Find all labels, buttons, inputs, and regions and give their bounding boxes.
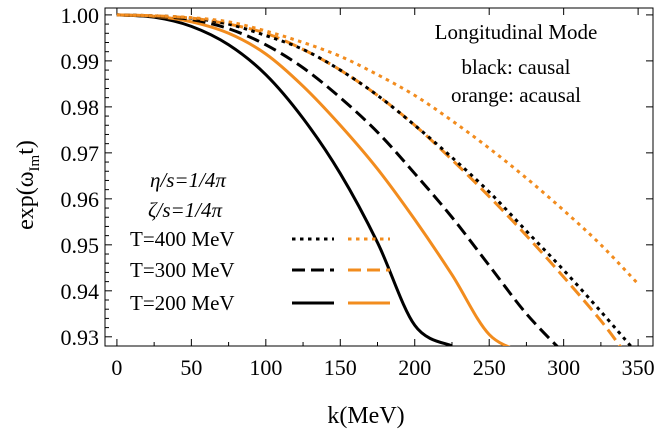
x-tick-label: 50 <box>180 355 202 380</box>
x-tick-label: 150 <box>324 355 357 380</box>
y-tick-label: 0.99 <box>61 49 100 74</box>
y-tick-label: 1.00 <box>61 3 100 28</box>
series-line-acausal-dashed <box>116 13 622 346</box>
annotation-orange-note: orange: acausal <box>451 83 581 107</box>
series-layer <box>116 13 640 346</box>
legend-label: T=400 MeV <box>130 227 235 251</box>
legend-label: T=200 MeV <box>130 291 235 315</box>
plot-frame <box>104 7 654 347</box>
y-tick-label: 0.94 <box>61 279 100 304</box>
legend-label: T=300 MeV <box>130 258 235 282</box>
series-line-causal-solid <box>116 13 453 346</box>
annotation-eta: η/s=1/4π <box>150 168 226 192</box>
y-axis-title: exp(ωImt) <box>13 140 43 230</box>
x-tick-label: 0 <box>111 355 122 380</box>
x-tick-label: 350 <box>622 355 655 380</box>
annotation-zeta: ζ/s=1/4π <box>148 198 223 222</box>
axis-labels: k(MeV) exp(ωImt) <box>13 140 405 429</box>
y-axis-title-tail: t) <box>13 140 39 155</box>
axes-layer: 0 50 100 150 200 250 300 350 0.93 0.94 0.95 0.96 0.9… <box>61 3 655 380</box>
y-tick-label: 0.96 <box>61 187 100 212</box>
y-axis-title-main: exp(ω <box>13 171 39 229</box>
annotation-mode-title: Longitudinal Mode <box>435 20 598 44</box>
x-tick-label: 200 <box>398 355 431 380</box>
series-line-acausal-solid <box>116 13 511 346</box>
x-tick-label: 100 <box>249 355 282 380</box>
annotation-layer: Longitudinal Mode black: causal orange: … <box>148 20 597 222</box>
y-tick-label: 0.97 <box>61 141 100 166</box>
y-tick-label: 0.98 <box>61 95 100 120</box>
legend: T=400 MeV T=300 MeV T=200 MeV <box>130 227 390 315</box>
y-axis-title-sub: Im <box>27 154 43 171</box>
y-tick-label: 0.93 <box>61 325 100 350</box>
y-tick-label: 0.95 <box>61 233 100 258</box>
x-tick-label: 300 <box>547 355 580 380</box>
x-axis-title: k(MeV) <box>327 403 404 429</box>
x-tick-label: 250 <box>473 355 506 380</box>
annotation-black-note: black: causal <box>461 55 570 79</box>
